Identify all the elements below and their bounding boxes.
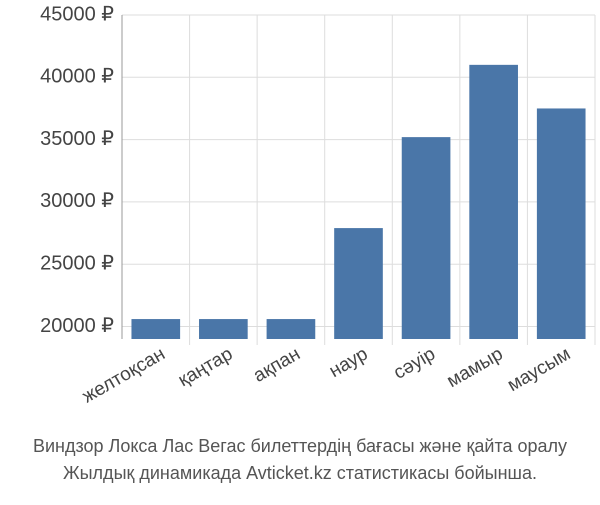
y-tick-label: 25000 ₽ <box>40 253 114 275</box>
bar <box>401 137 451 339</box>
y-tick-label: 40000 ₽ <box>40 66 114 88</box>
x-tick-label: мамыр <box>443 343 506 392</box>
bar <box>131 319 181 339</box>
bar <box>334 228 383 339</box>
bar <box>199 319 248 339</box>
chart-title: Виндзор Локса Лас Вегас билеттердің баға… <box>33 436 567 456</box>
x-tick-label: сәуір <box>390 343 439 383</box>
y-tick-label: 45000 ₽ <box>40 3 114 25</box>
chart-subtitle: Жылдық динамикада Avticket.kz статистика… <box>63 463 537 483</box>
x-tick-label: маусым <box>504 343 574 396</box>
y-tick-label: 20000 ₽ <box>40 315 114 337</box>
bar <box>536 108 586 339</box>
bar <box>266 319 316 339</box>
x-tick-label: наур <box>326 343 372 382</box>
y-tick-label: 35000 ₽ <box>40 128 114 150</box>
y-tick-label: 30000 ₽ <box>40 190 114 212</box>
x-tick-label: ақпан <box>250 343 304 386</box>
x-tick-label: желтоқсан <box>79 343 169 407</box>
bar <box>469 64 518 339</box>
x-tick-label: қаңтар <box>175 343 237 391</box>
